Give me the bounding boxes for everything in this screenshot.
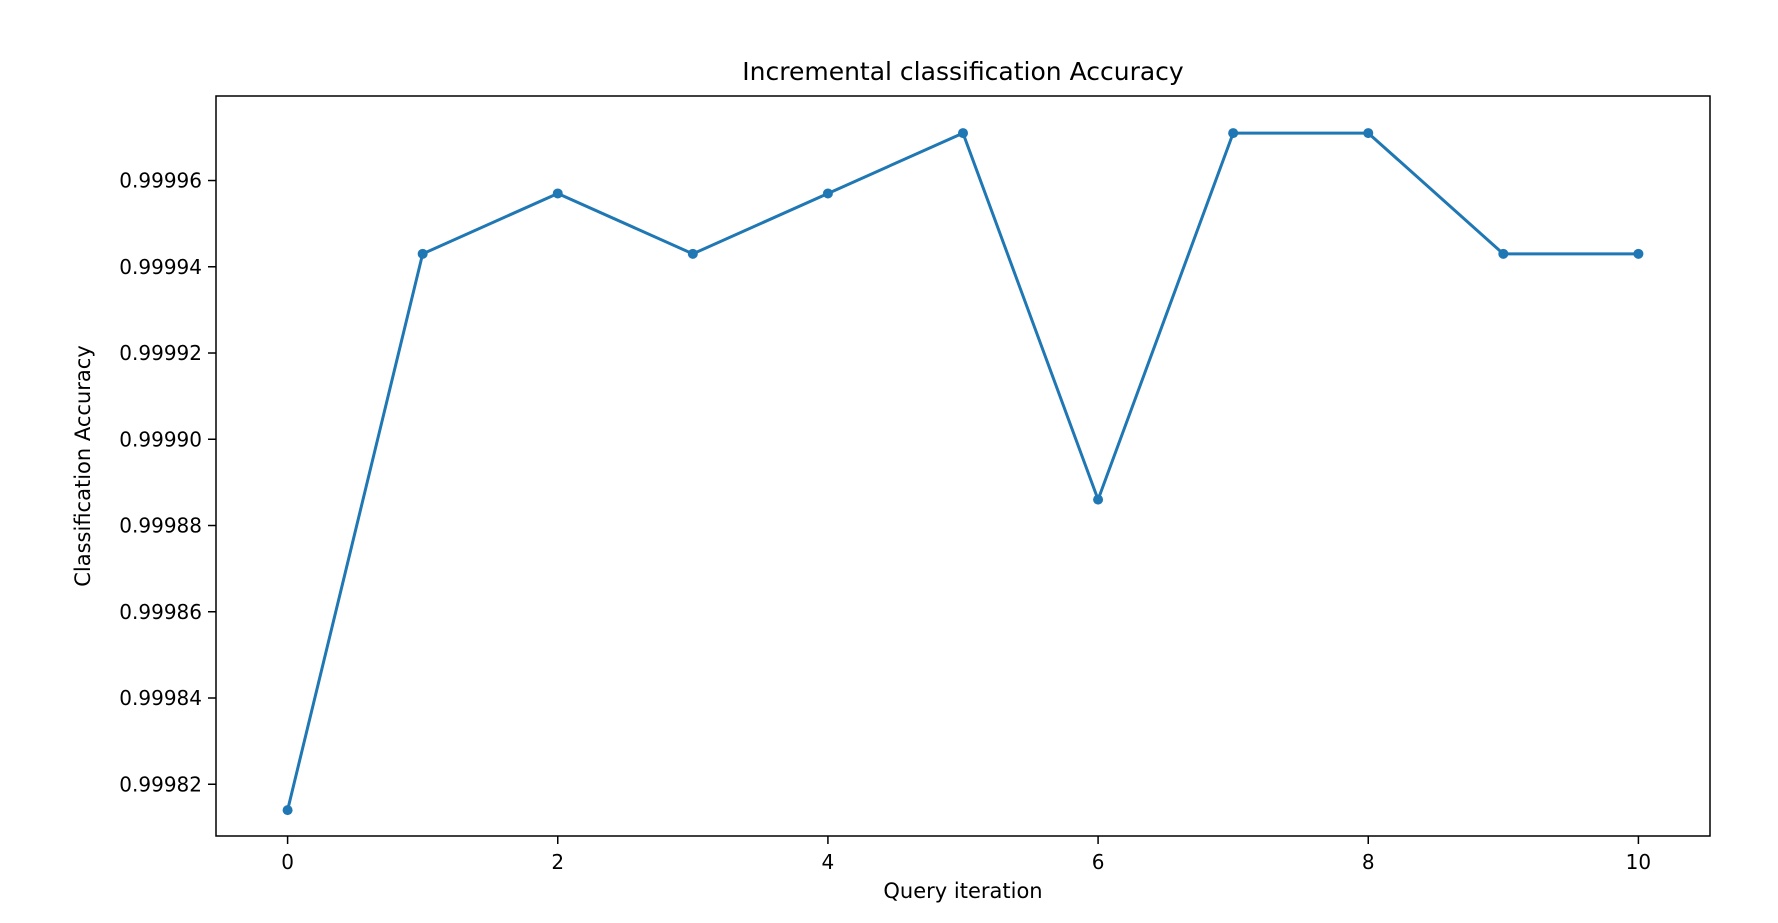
y-tick-label: 0.99990 (119, 427, 202, 451)
y-axis: 0.99982 0.99984 0.99986 0.99988 0.99990 0.999… (119, 169, 216, 796)
data-point (687, 248, 698, 259)
y-axis-label: Classification Accuracy (71, 345, 95, 587)
data-points (282, 128, 1644, 816)
series-line (286, 131, 1639, 811)
data-point (822, 188, 833, 199)
data-point (1363, 128, 1374, 139)
data-point (1228, 128, 1239, 139)
data-point (1093, 494, 1104, 505)
data-point (1498, 248, 1509, 259)
data-point (958, 128, 968, 139)
y-tick-label: 0.99982 (119, 772, 202, 796)
y-tick-label: 0.99988 (119, 514, 202, 538)
y-tick-label: 0.99996 (119, 169, 202, 193)
x-axis-label: Query iteration (883, 879, 1042, 903)
x-tick-label: 6 (1092, 850, 1105, 874)
x-tick-label: 4 (822, 850, 835, 874)
y-tick-label: 0.99986 (119, 600, 202, 624)
data-point (552, 188, 563, 199)
x-axis: 0 2 4 6 8 10 (281, 836, 1651, 874)
chart-title: Incremental classification Accuracy (742, 57, 1184, 86)
y-tick-label: 0.99984 (119, 686, 202, 710)
data-point (417, 248, 428, 259)
x-tick-label: 10 (1626, 850, 1651, 874)
x-tick-label: 2 (551, 850, 564, 874)
y-tick-label: 0.99992 (119, 341, 202, 365)
plot-frame (215, 95, 1711, 837)
data-point (282, 805, 293, 816)
x-tick-label: 8 (1362, 850, 1375, 874)
y-tick-label: 0.99994 (119, 255, 202, 279)
x-tick-label: 0 (281, 850, 294, 874)
data-point (1633, 248, 1644, 259)
